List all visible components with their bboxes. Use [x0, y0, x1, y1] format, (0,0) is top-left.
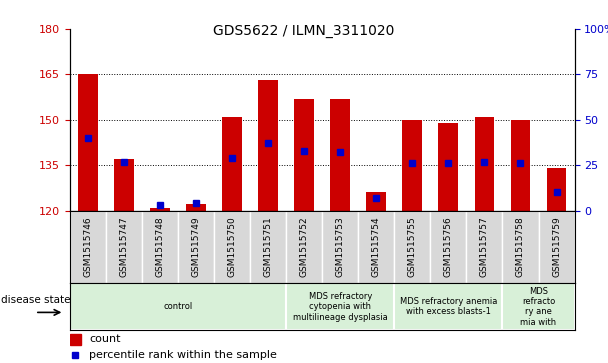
Bar [286, 211, 322, 283]
Bar [114, 159, 134, 211]
Text: GSM1515754: GSM1515754 [372, 216, 381, 277]
Bar [70, 283, 286, 330]
Bar [502, 211, 539, 283]
Bar [250, 211, 286, 283]
Bar [358, 211, 395, 283]
Text: GSM1515753: GSM1515753 [336, 216, 345, 277]
Bar [395, 283, 502, 330]
Text: GSM1515757: GSM1515757 [480, 216, 489, 277]
Bar [70, 211, 106, 283]
Bar [294, 99, 314, 211]
Bar [438, 123, 458, 211]
Bar [539, 211, 575, 283]
Bar [286, 283, 395, 330]
Bar [70, 334, 81, 345]
Text: MDS
refracto
ry ane
mia with: MDS refracto ry ane mia with [520, 287, 556, 327]
Text: GSM1515747: GSM1515747 [120, 216, 128, 277]
Text: GSM1515751: GSM1515751 [264, 216, 272, 277]
Bar [222, 117, 242, 211]
Bar [430, 211, 466, 283]
Text: GSM1515759: GSM1515759 [552, 216, 561, 277]
Bar [511, 120, 530, 211]
Text: GSM1515749: GSM1515749 [192, 216, 201, 277]
Bar [258, 81, 278, 211]
Bar [106, 211, 142, 283]
Bar [547, 168, 567, 211]
Text: MDS refractory
cytopenia with
multilineage dysplasia: MDS refractory cytopenia with multilinea… [293, 292, 388, 322]
Text: GDS5622 / ILMN_3311020: GDS5622 / ILMN_3311020 [213, 24, 395, 38]
Text: GSM1515755: GSM1515755 [408, 216, 417, 277]
Bar [474, 117, 494, 211]
Text: GSM1515756: GSM1515756 [444, 216, 453, 277]
Bar [78, 74, 98, 211]
Bar [186, 204, 206, 211]
Bar [395, 211, 430, 283]
Text: GSM1515752: GSM1515752 [300, 216, 309, 277]
Bar [402, 120, 423, 211]
Bar [330, 99, 350, 211]
Text: GSM1515758: GSM1515758 [516, 216, 525, 277]
Bar [502, 283, 575, 330]
Bar [142, 211, 178, 283]
Bar [150, 208, 170, 211]
Bar [322, 211, 358, 283]
Bar [367, 192, 386, 211]
Bar [214, 211, 250, 283]
Text: percentile rank within the sample: percentile rank within the sample [89, 350, 277, 360]
Text: GSM1515748: GSM1515748 [156, 216, 165, 277]
Text: count: count [89, 334, 120, 344]
Bar [178, 211, 214, 283]
Text: GSM1515750: GSM1515750 [227, 216, 237, 277]
Text: disease state: disease state [1, 295, 71, 305]
Bar [466, 211, 502, 283]
Text: control: control [164, 302, 193, 311]
Text: GSM1515746: GSM1515746 [83, 216, 92, 277]
Text: MDS refractory anemia
with excess blasts-1: MDS refractory anemia with excess blasts… [399, 297, 497, 317]
